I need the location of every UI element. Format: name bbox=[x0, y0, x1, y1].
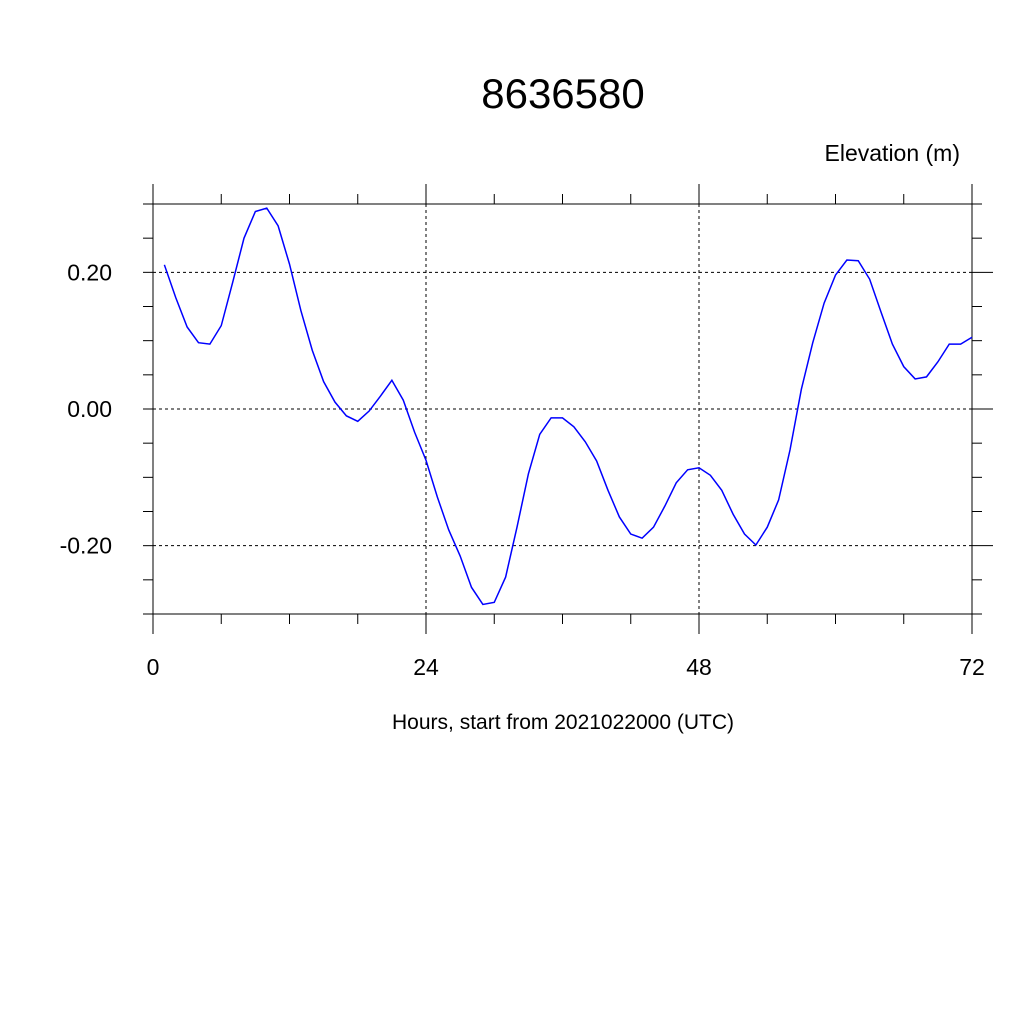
chart-title: 8636580 bbox=[481, 70, 645, 117]
x-tick-label: 0 bbox=[147, 654, 160, 680]
y-axis-label: Elevation (m) bbox=[825, 140, 960, 166]
x-tick-label: 48 bbox=[686, 654, 712, 680]
y-tick-label: 0.20 bbox=[67, 259, 112, 285]
y-tick-label: 0.00 bbox=[67, 396, 112, 422]
x-axis-label: Hours, start from 2021022000 (UTC) bbox=[392, 711, 734, 734]
x-tick-label: 72 bbox=[959, 654, 985, 680]
y-tick-label: -0.20 bbox=[60, 533, 112, 559]
data-line bbox=[163, 207, 973, 606]
x-tick-label: 24 bbox=[413, 654, 439, 680]
